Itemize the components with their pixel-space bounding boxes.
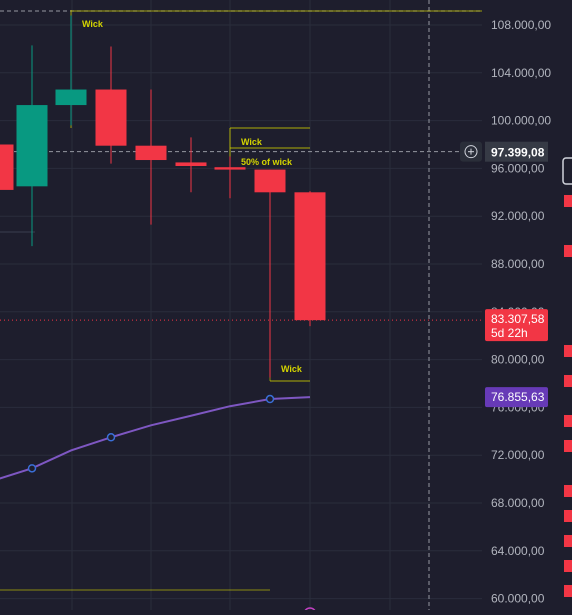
edge-alert-marker[interactable] — [564, 375, 572, 387]
annotation-label: 50% of wick — [241, 157, 293, 167]
candle-body[interactable] — [175, 162, 207, 167]
edge-marker[interactable] — [562, 157, 572, 185]
last-price-tag — [485, 309, 548, 342]
candle-body[interactable] — [95, 89, 127, 146]
y-axis-tick-label: 60.000,00 — [491, 592, 545, 606]
candle-body[interactable] — [214, 167, 246, 170]
y-axis-tick-label: 96.000,00 — [491, 161, 545, 175]
y-axis-tick-label: 104.000,00 — [491, 66, 551, 80]
edge-alert-marker[interactable] — [564, 415, 572, 427]
annotation-label: Wick — [241, 137, 263, 147]
edge-alert-marker[interactable] — [564, 440, 572, 452]
candle-body[interactable] — [0, 144, 14, 190]
y-axis-tick-label: 80.000,00 — [491, 353, 545, 367]
y-axis-tick-label: 92.000,00 — [491, 209, 545, 223]
moving-average-line[interactable] — [0, 396, 311, 480]
y-axis-tick-label: 108.000,00 — [491, 18, 551, 32]
edge-alert-marker[interactable] — [564, 585, 572, 597]
candle-body[interactable] — [55, 89, 87, 106]
y-axis-tick-label: 64.000,00 — [491, 544, 545, 558]
plus-icon[interactable] — [464, 145, 478, 159]
last-price-label: 83.307,58 — [491, 312, 545, 326]
edge-alert-marker[interactable] — [564, 510, 572, 522]
countdown-label: 5d 22h — [491, 326, 528, 340]
annotation-label: Wick — [82, 19, 104, 29]
crosshair-price-label: 97.399,08 — [491, 146, 545, 160]
y-axis-tick-label: 68.000,00 — [491, 496, 545, 510]
edge-alert-marker[interactable] — [564, 195, 572, 207]
y-axis-tick-label: 72.000,00 — [491, 448, 545, 462]
edge-alert-marker[interactable] — [564, 345, 572, 357]
crosshair-price-tag — [485, 141, 548, 162]
annotation-label: Wick — [281, 364, 303, 374]
edge-alert-marker[interactable] — [564, 245, 572, 257]
ma-price-label: 76.855,63 — [491, 390, 545, 404]
edge-alert-marker[interactable] — [564, 485, 572, 497]
moving-average-point[interactable] — [265, 394, 275, 404]
ma-price-tag — [485, 387, 548, 408]
y-axis-tick-label: 88.000,00 — [491, 257, 545, 271]
candle-body[interactable] — [294, 192, 326, 321]
moving-average-point[interactable] — [27, 464, 37, 473]
y-axis-tick-label: 100.000,00 — [491, 114, 551, 128]
candle-body[interactable] — [135, 145, 167, 161]
moving-average-point[interactable] — [106, 433, 116, 442]
edge-alert-marker[interactable] — [564, 535, 572, 547]
edge-alert-marker[interactable] — [564, 560, 572, 572]
candle-body[interactable] — [254, 169, 286, 193]
candle-body[interactable] — [16, 105, 48, 187]
